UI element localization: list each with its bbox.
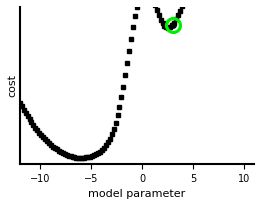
- X-axis label: model parameter: model parameter: [88, 189, 186, 199]
- Y-axis label: cost: cost: [7, 74, 17, 97]
